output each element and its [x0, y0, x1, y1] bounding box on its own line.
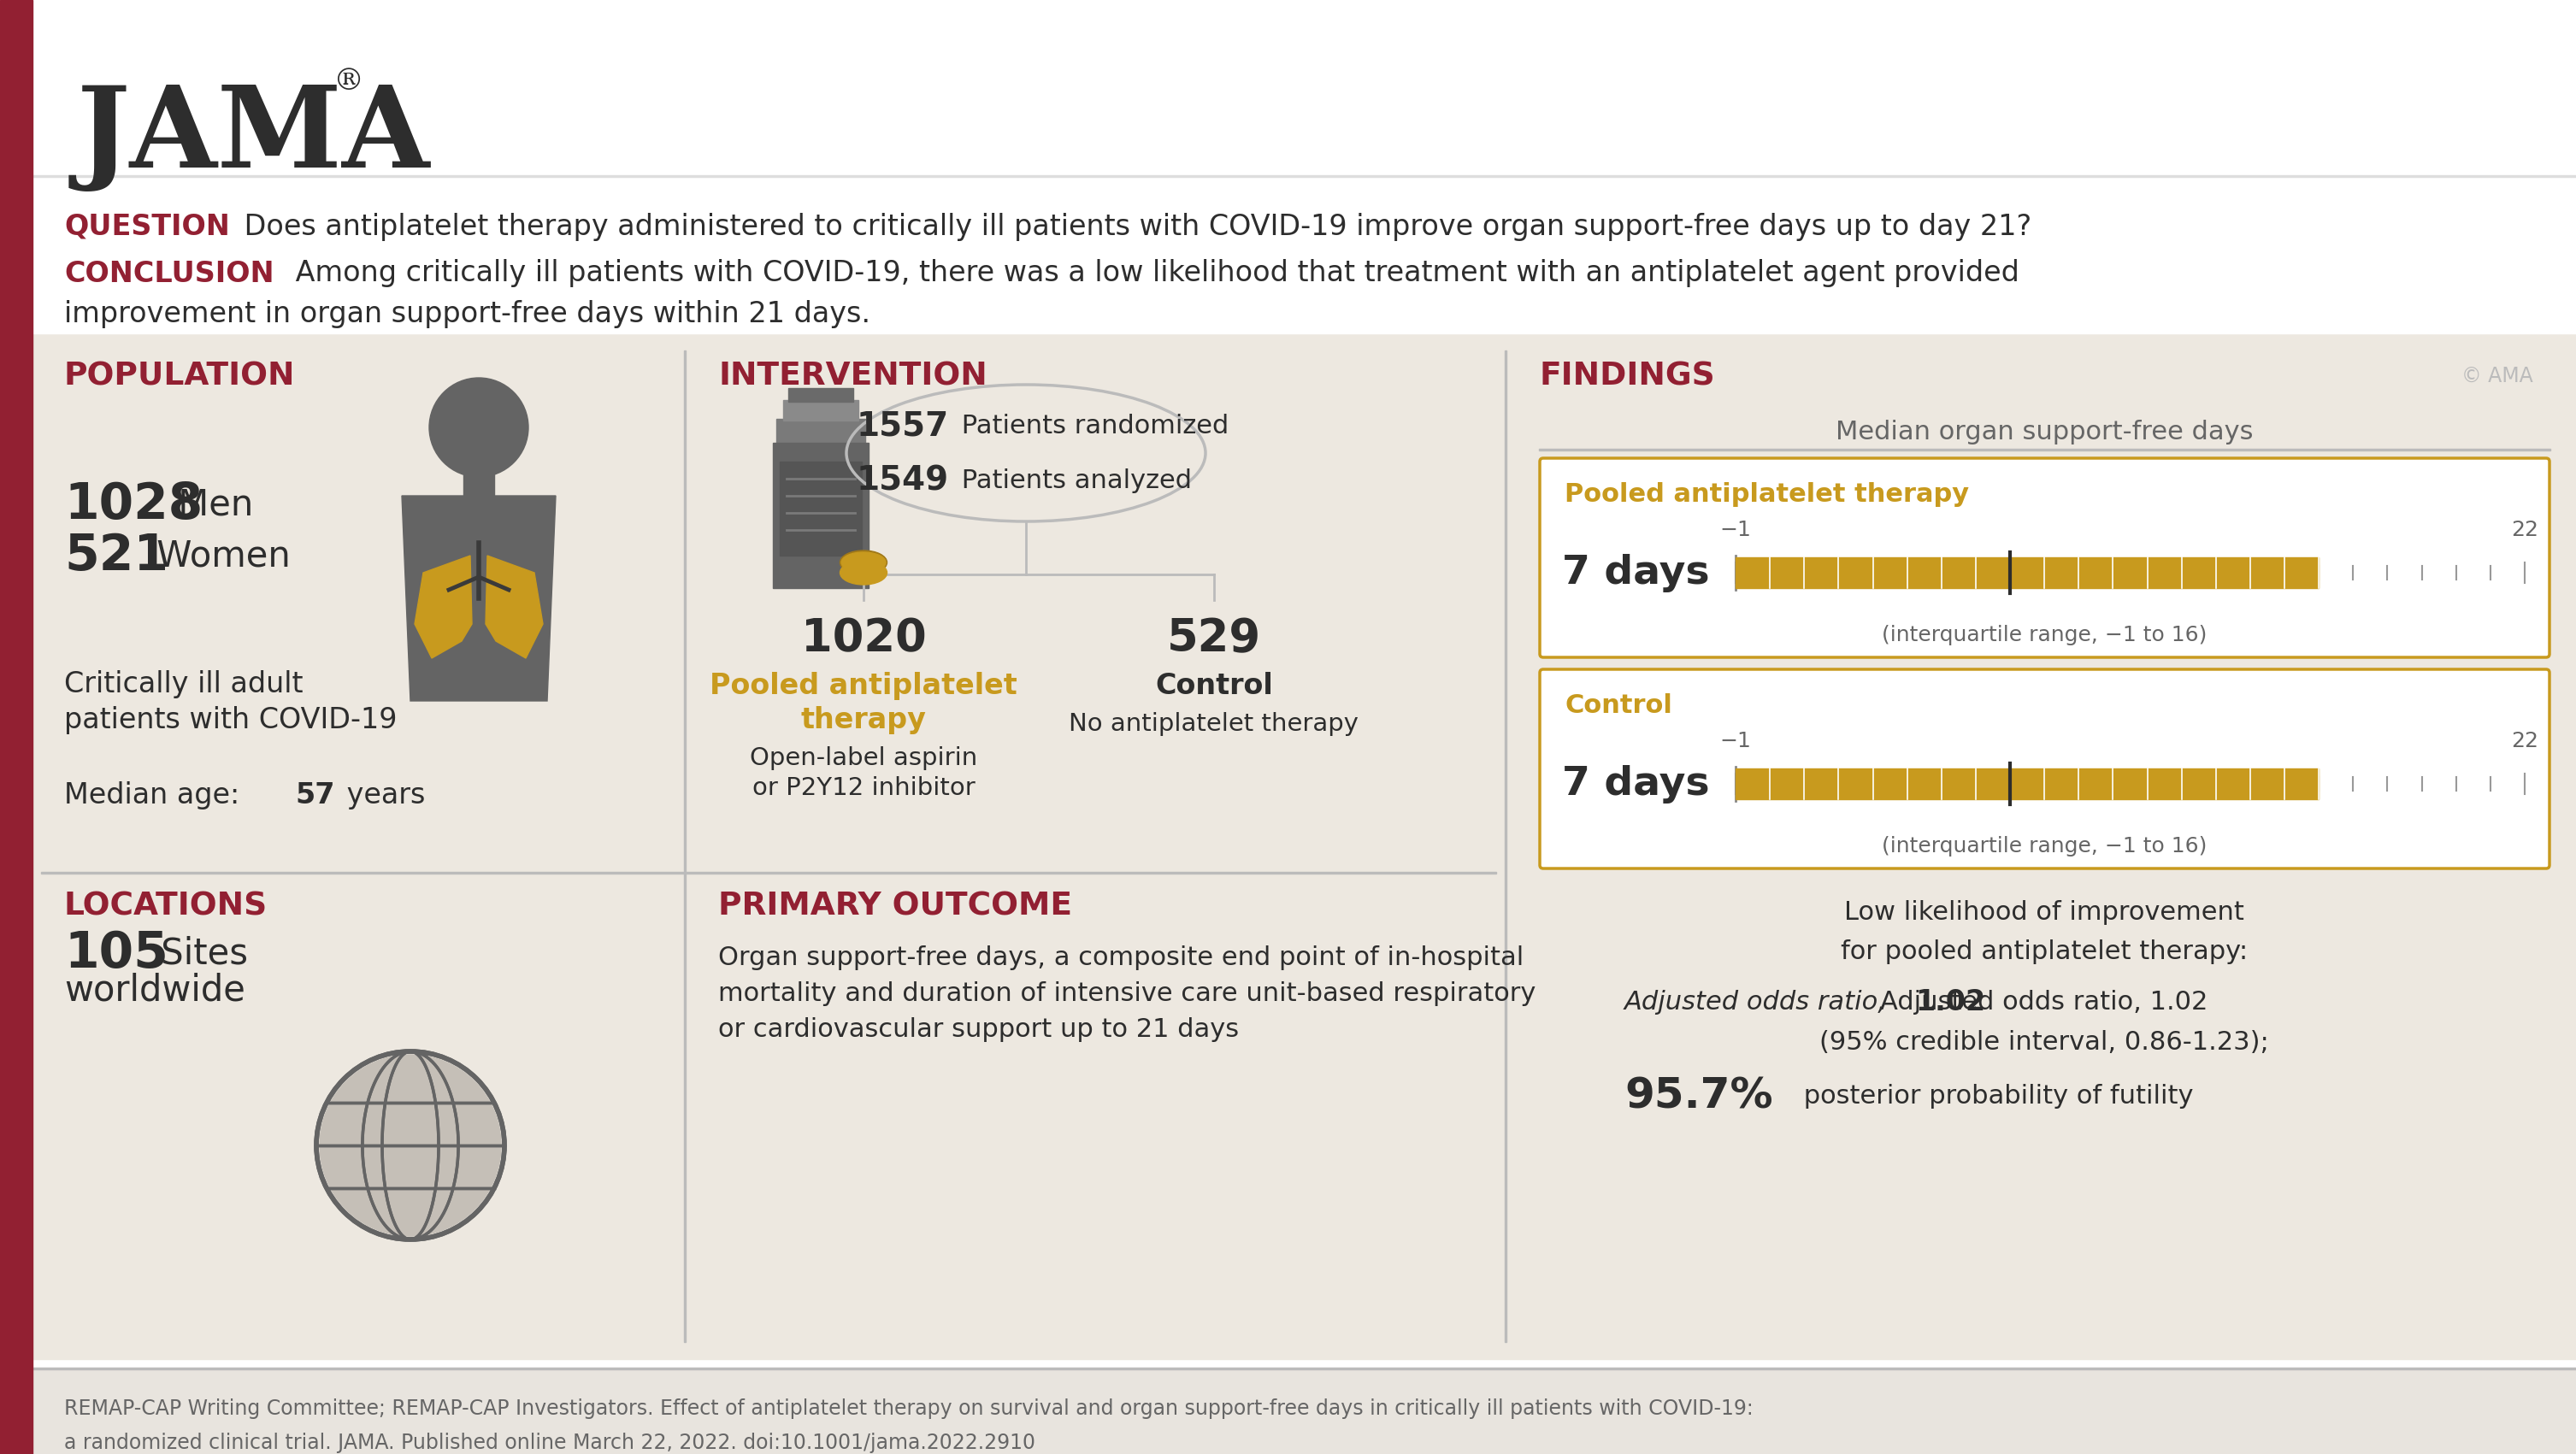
Text: © AMA: © AMA	[2463, 366, 2532, 387]
Text: (95% credible interval, 0.86-1.23);: (95% credible interval, 0.86-1.23);	[1819, 1029, 2269, 1054]
Text: 7 days: 7 days	[1561, 554, 1710, 592]
Text: (interquartile range, −1 to 16): (interquartile range, −1 to 16)	[1880, 836, 2208, 856]
Text: Control: Control	[1564, 692, 1672, 718]
Bar	[1736, 769, 2318, 800]
Polygon shape	[415, 555, 471, 659]
Text: 57: 57	[296, 781, 335, 808]
Text: 1549: 1549	[858, 464, 948, 497]
Bar	[1538, 449, 2550, 451]
Ellipse shape	[840, 561, 886, 585]
Bar	[33, 1368, 2576, 1370]
Bar	[773, 443, 868, 587]
Text: or P2Y12 inhibitor: or P2Y12 inhibitor	[752, 776, 974, 800]
Text: Women: Women	[144, 538, 291, 573]
Text: 1028: 1028	[64, 480, 204, 529]
Bar	[33, 0, 2576, 333]
Text: Sites: Sites	[149, 935, 247, 971]
Ellipse shape	[842, 553, 886, 573]
Text: worldwide: worldwide	[64, 971, 245, 1008]
Text: Patients randomized: Patients randomized	[953, 413, 1229, 438]
Text: therapy: therapy	[801, 705, 927, 734]
FancyBboxPatch shape	[1540, 458, 2550, 657]
Bar	[0, 0, 33, 1454]
Bar	[783, 400, 858, 420]
Text: Low likelihood of improvement: Low likelihood of improvement	[1844, 900, 2244, 925]
Text: 529: 529	[1167, 616, 1262, 660]
Text: Men: Men	[167, 487, 252, 522]
Text: a randomized clinical trial. JAMA. Published online March 22, 2022. doi:10.1001/: a randomized clinical trial. JAMA. Publi…	[64, 1432, 1036, 1453]
Text: 105: 105	[64, 929, 167, 977]
Text: or cardiovascular support up to 21 days: or cardiovascular support up to 21 days	[719, 1016, 1239, 1041]
Text: Control: Control	[1154, 672, 1273, 699]
Text: 1557: 1557	[855, 410, 948, 442]
Text: posterior probability of futility: posterior probability of futility	[1795, 1083, 2192, 1108]
Text: PRIMARY OUTCOME: PRIMARY OUTCOME	[719, 891, 1072, 922]
Bar	[1736, 557, 2318, 587]
Text: Open-label aspirin: Open-label aspirin	[750, 746, 976, 771]
Text: mortality and duration of intensive care unit-based respiratory: mortality and duration of intensive care…	[719, 981, 1535, 1006]
Bar	[41, 872, 1497, 874]
Bar	[781, 461, 863, 555]
Text: No antiplatelet therapy: No antiplatelet therapy	[1069, 712, 1360, 736]
Text: POPULATION: POPULATION	[64, 361, 296, 391]
Text: Patients analyzed: Patients analyzed	[953, 468, 1193, 493]
Text: ®: ®	[332, 67, 363, 96]
Text: QUESTION: QUESTION	[64, 212, 229, 240]
FancyBboxPatch shape	[1540, 669, 2550, 868]
Text: CONCLUSION: CONCLUSION	[64, 259, 273, 288]
Ellipse shape	[840, 551, 886, 574]
Text: INTERVENTION: INTERVENTION	[719, 361, 987, 391]
Text: FINDINGS: FINDINGS	[1538, 361, 1716, 391]
Text: Among critically ill patients with COVID-19, there was a low likelihood that tre: Among critically ill patients with COVID…	[286, 259, 2020, 288]
Bar	[788, 388, 853, 401]
Text: 22: 22	[2512, 519, 2537, 541]
Polygon shape	[487, 555, 544, 659]
Text: Pooled antiplatelet therapy: Pooled antiplatelet therapy	[1564, 481, 1968, 506]
Text: REMAP-CAP Writing Committee; REMAP-CAP Investigators. Effect of antiplatelet the: REMAP-CAP Writing Committee; REMAP-CAP I…	[64, 1399, 1754, 1419]
Circle shape	[319, 1054, 500, 1236]
Polygon shape	[402, 496, 556, 701]
Text: −1: −1	[1721, 519, 1752, 541]
Text: LOCATIONS: LOCATIONS	[64, 891, 268, 922]
Text: Median age:: Median age:	[64, 781, 250, 808]
Text: Pooled antiplatelet: Pooled antiplatelet	[711, 672, 1018, 699]
Text: (interquartile range, −1 to 16): (interquartile range, −1 to 16)	[1880, 625, 2208, 646]
Text: Does antiplatelet therapy administered to critically ill patients with COVID-19 : Does antiplatelet therapy administered t…	[234, 212, 2032, 240]
Text: patients with COVID-19: patients with COVID-19	[64, 705, 397, 734]
Bar	[33, 176, 2576, 177]
Text: Adjusted odds ratio,: Adjusted odds ratio,	[1625, 989, 1896, 1015]
Text: 95.7%: 95.7%	[1625, 1076, 1772, 1117]
Text: 22: 22	[2512, 731, 2537, 752]
Circle shape	[430, 378, 528, 477]
Bar	[464, 473, 495, 497]
Text: JAMA: JAMA	[77, 81, 430, 192]
Text: 521: 521	[64, 531, 167, 580]
Bar	[33, 1368, 2576, 1454]
Text: 1020: 1020	[801, 616, 927, 660]
Bar	[33, 333, 2576, 1359]
Bar	[775, 419, 866, 443]
Text: Adjusted odds ratio, 1.02: Adjusted odds ratio, 1.02	[1880, 989, 2208, 1015]
Text: improvement in organ support-free days within 21 days.: improvement in organ support-free days w…	[64, 301, 871, 329]
Text: 1.02: 1.02	[1914, 987, 1986, 1016]
Text: Median organ support-free days: Median organ support-free days	[1834, 419, 2254, 443]
Text: 7 days: 7 days	[1561, 765, 1710, 803]
Text: Critically ill adult: Critically ill adult	[64, 670, 304, 698]
Text: for pooled antiplatelet therapy:: for pooled antiplatelet therapy:	[1842, 939, 2249, 964]
Text: −1: −1	[1721, 731, 1752, 752]
Text: years: years	[337, 781, 425, 808]
Text: Organ support-free days, a composite end point of in-hospital: Organ support-free days, a composite end…	[719, 945, 1525, 970]
